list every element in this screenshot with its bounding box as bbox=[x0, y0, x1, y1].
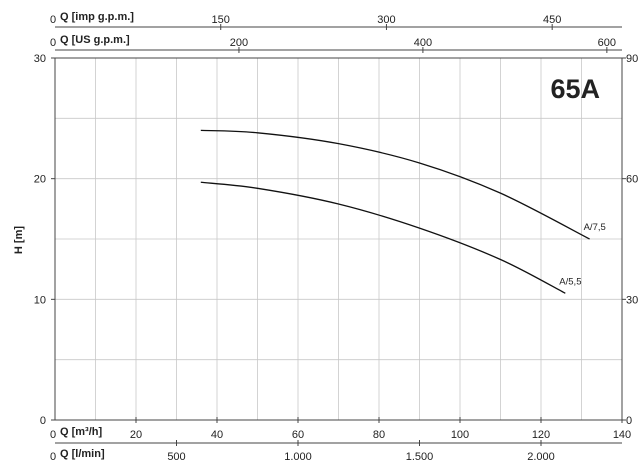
imp-gpm-tick-label: 150 bbox=[212, 14, 230, 26]
m3h-tick-label: 80 bbox=[373, 429, 385, 441]
curve-series-1 bbox=[200, 129, 590, 240]
lmin-zero-label: 0 bbox=[50, 451, 56, 463]
us-gpm-tick-label: 600 bbox=[598, 37, 616, 49]
us-gpm-tick-label: 400 bbox=[414, 37, 432, 49]
m3h-tick-label: 140 bbox=[613, 429, 631, 441]
y-right-tick-label: 0 bbox=[626, 415, 632, 427]
y-right-tick-label: 90 bbox=[626, 53, 638, 65]
lmin-tick-label: 1.500 bbox=[406, 451, 434, 463]
grid bbox=[55, 58, 622, 420]
curves: A/7,5 A/5,5 bbox=[200, 129, 606, 294]
curve-label-series-2: A/5,5 bbox=[559, 276, 581, 287]
m3h-tick-label: 60 bbox=[292, 429, 304, 441]
lmin-tick-label: 2.000 bbox=[527, 451, 555, 463]
y-axis-label: H [m] bbox=[13, 226, 25, 254]
lmin-tick-label: 500 bbox=[167, 451, 185, 463]
m3h-tick-label: 40 bbox=[211, 429, 223, 441]
imp-gpm-tick-label: 300 bbox=[377, 14, 395, 26]
y-tick-label: 0 bbox=[40, 415, 46, 427]
lmin-tick-label: 1.000 bbox=[284, 451, 312, 463]
chart-title: 65A bbox=[550, 74, 600, 104]
m3h-zero-label: 0 bbox=[50, 429, 56, 441]
imp-gpm-zero-label: 0 bbox=[50, 14, 56, 26]
m3h-tick-label: 100 bbox=[451, 429, 469, 441]
curve-label-series-1: A/7,5 bbox=[584, 222, 606, 233]
m3h-tick-label: 20 bbox=[130, 429, 142, 441]
y-tick-label: 10 bbox=[34, 294, 46, 306]
us-gpm-tick-label: 200 bbox=[230, 37, 248, 49]
m3h-axis-label: Q [m³/h] bbox=[60, 426, 102, 438]
curve-series-2 bbox=[200, 181, 566, 294]
us-gpm-zero-label: 0 bbox=[50, 37, 56, 49]
imp-gpm-tick-label: 450 bbox=[543, 14, 561, 26]
y-right-tick-label: 30 bbox=[626, 294, 638, 306]
m3h-tick-label: 120 bbox=[532, 429, 550, 441]
y-tick-label: 20 bbox=[34, 174, 46, 186]
y-tick-label: 30 bbox=[34, 53, 46, 65]
imp-gpm-axis-label: Q [imp g.p.m.] bbox=[60, 11, 134, 23]
lmin-axis-label: Q [l/min] bbox=[60, 448, 105, 460]
us-gpm-axis-label: Q [US g.p.m.] bbox=[60, 34, 130, 46]
y-right-tick-label: 60 bbox=[626, 174, 638, 186]
